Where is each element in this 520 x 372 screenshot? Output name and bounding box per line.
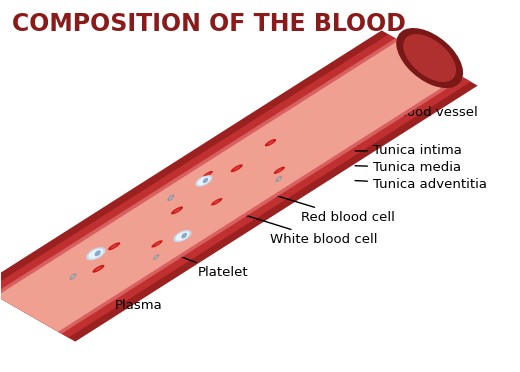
Ellipse shape: [111, 244, 118, 248]
Text: Blood vessel: Blood vessel: [376, 106, 477, 119]
Ellipse shape: [86, 247, 106, 260]
Ellipse shape: [396, 28, 463, 88]
Ellipse shape: [233, 166, 240, 170]
Text: Tunica adventitia: Tunica adventitia: [355, 178, 487, 191]
Ellipse shape: [174, 208, 180, 212]
Polygon shape: [0, 34, 471, 338]
Ellipse shape: [276, 176, 282, 182]
Ellipse shape: [198, 177, 210, 185]
Polygon shape: [0, 40, 461, 332]
Ellipse shape: [70, 273, 76, 280]
Ellipse shape: [181, 233, 187, 238]
Ellipse shape: [88, 249, 103, 259]
Ellipse shape: [108, 242, 120, 250]
Polygon shape: [0, 31, 478, 341]
Ellipse shape: [203, 178, 209, 183]
Ellipse shape: [277, 177, 281, 181]
Ellipse shape: [151, 240, 163, 247]
Polygon shape: [0, 38, 464, 334]
Ellipse shape: [211, 198, 223, 205]
Ellipse shape: [267, 141, 274, 145]
Text: White blood cell: White blood cell: [231, 211, 377, 246]
Ellipse shape: [176, 231, 189, 241]
Ellipse shape: [93, 265, 105, 273]
Ellipse shape: [167, 195, 174, 201]
Text: COMPOSITION OF THE BLOOD: COMPOSITION OF THE BLOOD: [12, 13, 406, 36]
Ellipse shape: [205, 172, 211, 176]
Text: Tunica media: Tunica media: [355, 161, 461, 174]
Ellipse shape: [276, 168, 282, 172]
Ellipse shape: [153, 254, 159, 260]
Ellipse shape: [403, 34, 456, 82]
Text: Platelet: Platelet: [149, 244, 248, 279]
Text: Red blood cell: Red blood cell: [278, 196, 395, 224]
Ellipse shape: [95, 250, 101, 256]
Ellipse shape: [71, 275, 75, 279]
Ellipse shape: [95, 267, 102, 271]
Text: Tunica intima: Tunica intima: [355, 144, 462, 157]
Ellipse shape: [265, 139, 276, 146]
Ellipse shape: [168, 196, 173, 200]
Text: Plasma: Plasma: [81, 274, 163, 312]
Ellipse shape: [154, 242, 160, 246]
Ellipse shape: [214, 200, 220, 204]
Ellipse shape: [231, 164, 243, 172]
Ellipse shape: [171, 206, 183, 214]
Ellipse shape: [203, 171, 213, 177]
Ellipse shape: [274, 167, 285, 174]
Ellipse shape: [154, 255, 158, 259]
Ellipse shape: [196, 175, 213, 187]
Ellipse shape: [174, 230, 191, 242]
